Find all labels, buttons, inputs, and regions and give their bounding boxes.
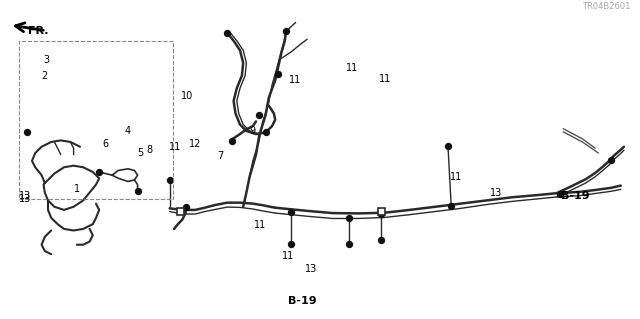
Text: 1: 1 (74, 184, 80, 194)
Text: B-19: B-19 (561, 191, 589, 201)
Point (22, 130, 32, 135)
Text: 11: 11 (450, 172, 462, 182)
Text: 13: 13 (19, 191, 31, 201)
Point (273, 71, 284, 77)
Text: 13: 13 (305, 264, 317, 274)
Point (281, 29, 291, 34)
Point (376, 237, 386, 242)
Point (286, 210, 296, 215)
Text: 7: 7 (218, 151, 224, 161)
Bar (378, 208, 385, 215)
Point (222, 30, 232, 35)
Text: TR04B2601: TR04B2601 (582, 2, 630, 11)
Text: 12: 12 (189, 138, 202, 149)
Text: FR.: FR. (28, 26, 49, 36)
Bar (177, 208, 184, 215)
Text: 11: 11 (282, 251, 294, 261)
Text: 10: 10 (181, 91, 193, 101)
Point (443, 143, 453, 148)
Text: 4: 4 (125, 126, 131, 136)
Text: 11: 11 (379, 74, 391, 84)
Point (94, 169, 104, 174)
Point (344, 215, 354, 220)
Text: 11: 11 (169, 142, 181, 152)
Point (260, 130, 271, 135)
Text: 13: 13 (19, 194, 31, 204)
Point (180, 204, 191, 209)
Text: 11: 11 (346, 63, 358, 73)
Point (254, 113, 264, 118)
Text: 8: 8 (146, 145, 152, 155)
Text: 11: 11 (289, 75, 301, 85)
Bar (19, 41, 173, 199)
Point (555, 192, 565, 197)
Text: 9: 9 (250, 126, 256, 136)
Point (164, 177, 175, 182)
Text: 2: 2 (42, 70, 48, 81)
Point (344, 241, 354, 246)
Point (446, 203, 456, 208)
Text: B-19: B-19 (288, 296, 317, 306)
Point (133, 189, 143, 194)
Text: 3: 3 (44, 55, 50, 65)
Point (227, 139, 237, 144)
Point (376, 211, 386, 217)
Text: 6: 6 (102, 138, 109, 149)
Text: 11: 11 (254, 220, 266, 230)
Point (286, 241, 296, 246)
Point (606, 158, 616, 163)
Text: 13: 13 (490, 188, 502, 198)
Text: 5: 5 (138, 148, 144, 158)
